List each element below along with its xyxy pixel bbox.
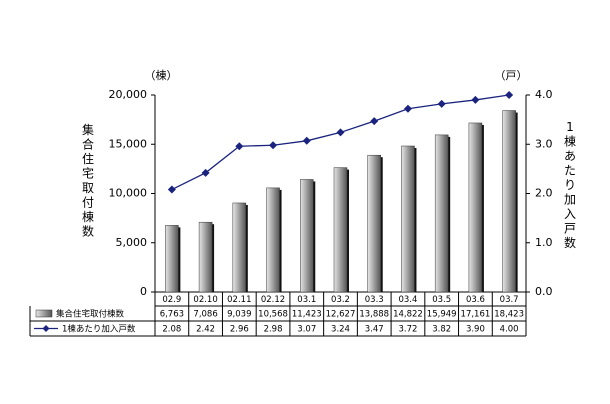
bar [300,179,314,293]
category-label: 02.11 [227,295,251,305]
bar [468,122,483,293]
bar [198,221,213,293]
bar-data-label: 7,086 [193,310,217,320]
left-tick-label: 5,000 [116,236,148,249]
bar [232,202,247,293]
bar-data-label: 9,039 [227,310,251,320]
line-data-label: 3.47 [365,325,384,335]
bar-data-label: 17,161 [461,310,491,320]
category-label: 02.9 [162,295,181,305]
legend-line-marker [42,325,50,332]
right-tick-label: 0.0 [535,285,553,298]
line-marker [471,95,480,104]
bar [266,187,280,293]
right-axis-title: 1 棟あたり加入戸数 [564,120,576,250]
line-data-label: 3.72 [398,325,417,335]
category-label: 03.1 [297,295,316,305]
bar-data-label: 18,423 [494,310,524,320]
line-marker [167,185,176,194]
category-label: 03.7 [500,295,519,305]
line-data-label: 3.82 [432,325,451,335]
line-data-label: 3.90 [466,325,485,335]
line-data-label: 2.08 [162,325,181,335]
line-data-label: 4.00 [500,325,519,335]
legend-bar-swatch [35,309,53,318]
left-axis-title: 集合住宅取付棟数 [82,122,94,239]
bar-data-label: 15,949 [427,310,457,320]
category-label: 03.2 [331,295,350,305]
line-marker [302,136,311,145]
right-tick-label: 1.0 [535,236,553,249]
left-tick-label: 0 [140,285,147,298]
bar-data-label: 11,423 [292,310,322,320]
bar [333,167,348,293]
bar-data-label: 13,888 [359,310,389,320]
legend-line-label: 1棟あたり加入戸数 [62,324,136,335]
left-tick-label: 20,000 [109,88,148,101]
category-label: 02.10 [193,295,217,305]
line-marker [269,141,278,150]
bar [367,154,381,293]
right-tick-label: 4.0 [535,88,553,101]
bar-data-label: 10,568 [258,310,288,320]
left-tick-label: 10,000 [109,187,148,200]
bar-data-label: 12,627 [326,310,356,320]
right-tick-label: 3.0 [535,137,553,150]
left-axis-unit: （棟） [145,68,178,82]
line-marker [437,99,446,108]
bar [401,145,415,293]
right-axis-unit: （戸） [495,69,528,82]
bar [434,134,449,293]
line-data-label: 3.24 [331,325,350,335]
line-marker [505,91,514,99]
left-tick-label: 15,000 [109,137,148,150]
line-data-label: 2.96 [230,325,249,335]
line-marker [201,168,210,177]
bar [502,110,516,293]
category-label: 03.3 [365,295,384,305]
line-marker [235,142,244,151]
bar-data-label: 14,822 [393,310,423,320]
bar [165,225,179,293]
line-marker [336,128,345,137]
line-marker [370,117,379,126]
line-data-label: 2.42 [196,325,215,335]
category-label: 02.12 [261,295,285,305]
bar-data-label: 6,763 [160,310,184,320]
right-tick-label: 2.0 [535,187,553,200]
line-data-label: 3.07 [297,325,316,335]
category-label: 03.6 [466,295,485,305]
line-marker [403,104,412,113]
line-data-label: 2.98 [264,325,283,335]
legend-bar-label: 集合住宅取付棟数 [56,309,125,320]
category-label: 03.5 [432,295,451,305]
category-label: 03.4 [398,295,417,305]
